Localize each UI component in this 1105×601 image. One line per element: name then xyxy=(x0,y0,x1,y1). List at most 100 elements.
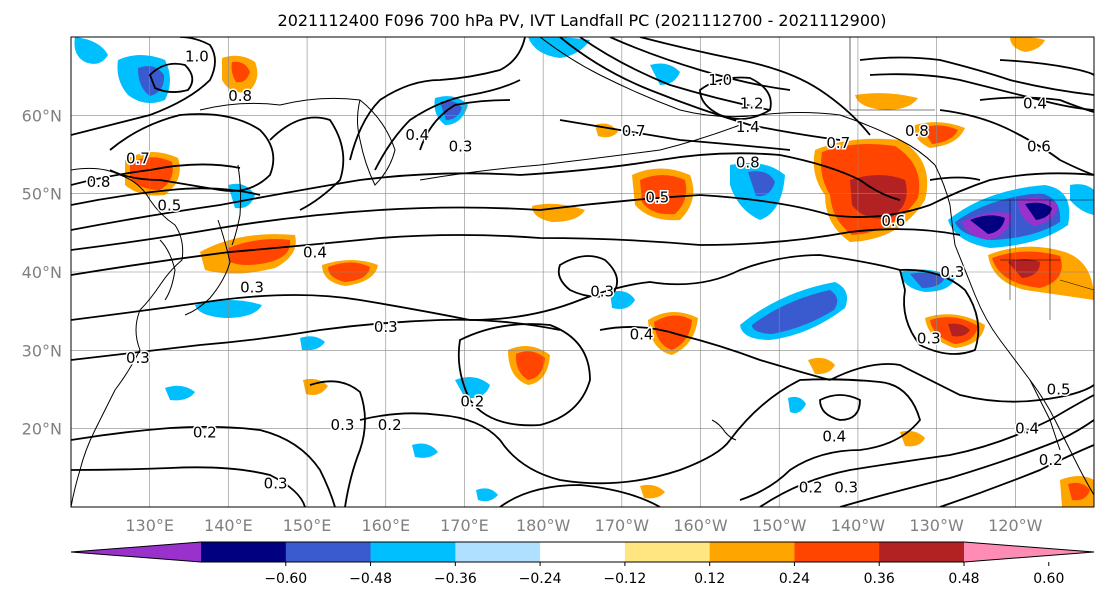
pv-contour xyxy=(419,99,511,151)
border-canada-alaska xyxy=(849,37,935,111)
pv-contour xyxy=(699,76,772,120)
anomaly-orange xyxy=(1010,37,1045,52)
pv-contour xyxy=(71,318,561,361)
contour-label: 1.2 xyxy=(740,95,764,113)
pv-contours xyxy=(71,37,1094,507)
anomaly-orange xyxy=(808,357,835,375)
anomaly-darkblue xyxy=(910,272,945,288)
contour-label: 0.4 xyxy=(1015,420,1039,438)
anomaly-blue xyxy=(528,37,590,58)
pv-contour xyxy=(71,172,1094,251)
anomaly-blue xyxy=(610,291,635,309)
pv-contour xyxy=(359,412,731,485)
contour-label: 0.6 xyxy=(1027,138,1051,156)
pv-contour xyxy=(609,37,791,91)
colorbar-segment xyxy=(624,542,711,562)
colorbar-tick-label: −0.24 xyxy=(519,571,562,587)
pv-contour xyxy=(309,380,366,507)
pv-contour xyxy=(898,268,980,355)
pv-contour xyxy=(999,59,1094,76)
latitude-label: 50°N xyxy=(22,185,62,204)
colorbar-extend-low xyxy=(71,542,201,562)
contour-label: 1.0 xyxy=(708,71,732,89)
pv-contour xyxy=(869,73,1094,111)
colorbar-segment xyxy=(794,542,880,562)
longitude-label: 140°W xyxy=(831,516,886,535)
pv-contour xyxy=(71,163,241,186)
colorbar-segment xyxy=(201,542,287,562)
contour-label: 0.8 xyxy=(87,173,111,191)
coastline-japan xyxy=(184,219,231,316)
pv-contour xyxy=(559,37,841,141)
colorbar-segment xyxy=(879,542,965,562)
colorbar-tick-label: −0.60 xyxy=(264,571,307,587)
anomaly-red xyxy=(515,351,545,380)
anomaly-darkblue xyxy=(748,171,775,197)
contour-label: 0.2 xyxy=(378,416,402,434)
longitude-label: 180°W xyxy=(516,516,571,535)
colorbar-tick-label: 0.60 xyxy=(1033,571,1064,587)
contour-label: 0.3 xyxy=(590,283,614,301)
pv-contour xyxy=(71,254,901,321)
longitude-label: 170°E xyxy=(440,516,489,535)
colorbar-tick-label: 0.12 xyxy=(694,571,725,587)
latitude-label: 20°N xyxy=(22,420,62,439)
contour-label: 0.5 xyxy=(157,196,181,214)
coastline-hawaii xyxy=(711,419,737,441)
contour-label: 0.4 xyxy=(630,326,654,344)
contour-label: 0.5 xyxy=(1047,381,1071,399)
anomaly-red xyxy=(922,125,958,144)
pv-contour xyxy=(819,394,861,421)
longitude-labels: 130°E 140°E 150°E 160°E 170°E 180°W 170°W 160°W… xyxy=(125,516,1042,535)
anomaly-red xyxy=(130,157,173,190)
anomaly-orange xyxy=(640,484,665,499)
pv-contour xyxy=(71,187,261,206)
pv-contour xyxy=(599,326,831,381)
colorbar-extend-high xyxy=(964,542,1094,562)
contour-label: 1.0 xyxy=(185,48,209,66)
coastline-okhotsk xyxy=(199,97,361,111)
colorbar-segment xyxy=(709,542,795,562)
contour-label: 0.3 xyxy=(449,138,473,156)
anomaly-navy xyxy=(1025,202,1052,220)
anomaly-blue xyxy=(74,37,108,64)
anomaly-red xyxy=(1068,482,1090,501)
anomaly-darkred xyxy=(1008,259,1040,278)
anomaly-orange xyxy=(900,430,925,447)
colorbar-tick-label: 0.36 xyxy=(864,571,895,587)
pv-contour xyxy=(349,37,526,161)
anomaly-darkblue xyxy=(752,290,838,334)
contour-label: 0.4 xyxy=(1023,95,1047,113)
anomaly-red xyxy=(640,175,687,215)
pv-contour xyxy=(729,378,921,501)
latitude-label: 60°N xyxy=(22,106,62,125)
anomaly-blue xyxy=(788,396,806,413)
longitude-label: 130°E xyxy=(125,516,174,535)
colorbar-tick-label: −0.36 xyxy=(434,571,477,587)
pv-contour xyxy=(579,37,771,111)
contour-label: 0.8 xyxy=(736,153,760,171)
contour-label: 0.4 xyxy=(303,243,327,261)
contour-label: 0.2 xyxy=(799,478,823,496)
pv-contour xyxy=(71,466,306,507)
colorbar-segment xyxy=(370,542,456,562)
anomaly-blue xyxy=(165,385,195,401)
anomaly-darkred xyxy=(948,323,970,337)
longitude-label: 120°W xyxy=(988,516,1043,535)
colorbar-tick-label: 0.48 xyxy=(948,571,979,587)
contour-label: 0.7 xyxy=(126,149,150,167)
contour-labels: 1.0 0.8 0.7 0.8 0.5 0.4 0.3 0.4 0.3 0.3 0.3 0.2 0.3 0… xyxy=(85,46,1072,498)
contour-label: 0.2 xyxy=(1039,451,1063,469)
contour-label: 0.3 xyxy=(940,263,964,281)
colorbar-tick-label: 0.24 xyxy=(779,571,810,587)
contour-label: 0.8 xyxy=(905,122,929,140)
anomaly-red xyxy=(228,239,291,265)
coastline-alaska xyxy=(539,37,936,166)
colorbar-tick-label: −0.12 xyxy=(603,571,646,587)
latitude-label: 30°N xyxy=(22,341,62,360)
contour-label: 0.2 xyxy=(460,392,484,410)
contour-label: 0.3 xyxy=(374,318,398,336)
pv-contour xyxy=(929,176,981,181)
colorbar-tick-label: −0.48 xyxy=(349,571,392,587)
